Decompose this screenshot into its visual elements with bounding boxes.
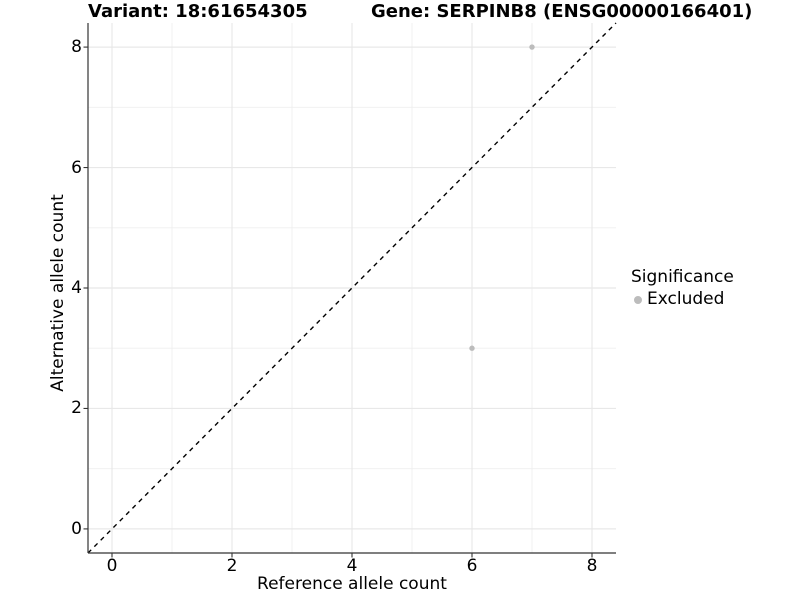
legend: Significance Excluded <box>631 267 734 310</box>
y-tick-label: 2 <box>71 398 82 419</box>
data-point <box>469 345 475 351</box>
legend-title: Significance <box>631 267 734 287</box>
legend-entry-label: Excluded <box>647 289 725 309</box>
x-axis-label: Reference allele count <box>257 574 447 594</box>
plot-title-variant: Variant: 18:61654305 <box>88 1 308 22</box>
x-tick-label: 6 <box>466 556 478 576</box>
x-tick-label: 8 <box>586 556 598 576</box>
plot-title-gene: Gene: SERPINB8 (ENSG00000166401) <box>371 1 753 22</box>
x-tick-label: 0 <box>106 556 118 576</box>
x-tick-label: 4 <box>346 556 358 576</box>
y-tick-label: 0 <box>71 518 82 539</box>
legend-entry-excluded: Excluded <box>631 289 734 310</box>
identity-dashed-line <box>87 22 617 554</box>
y-tick-label: 4 <box>71 278 82 298</box>
excluded-point-icon <box>634 295 642 304</box>
y-tick-label: 6 <box>71 157 82 178</box>
x-tick-label: 2 <box>226 556 238 576</box>
data-point <box>529 44 535 50</box>
y-tick-label: 8 <box>71 37 82 58</box>
